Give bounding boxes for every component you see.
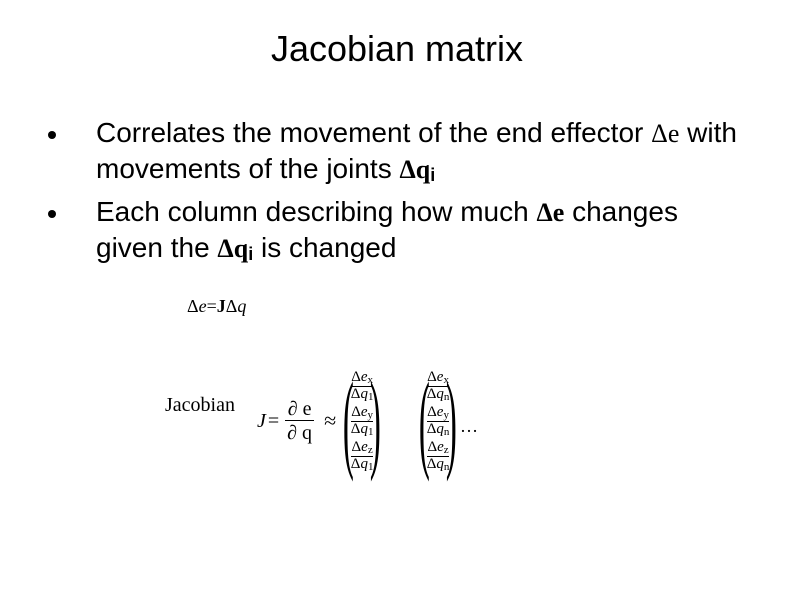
fraction-numerator: ∂ e: [286, 399, 314, 420]
bullet-text: Each column describing how much Δe chang…: [96, 194, 746, 265]
matrix-j: J: [217, 296, 226, 316]
text-fragment: is changed: [253, 232, 396, 263]
subscript: i: [430, 165, 435, 185]
jacobian-label: Jacobian: [165, 394, 235, 417]
right-paren-icon: ): [446, 372, 457, 471]
var-e: e: [199, 296, 207, 316]
jacobian-equation: J = ∂ e ∂ q ≈ ( Δex Δq1 Δey Δq1 Δez Δq1: [257, 366, 458, 476]
bullet-item: Each column describing how much Δe chang…: [48, 194, 746, 265]
slide-body: Correlates the movement of the end effec…: [48, 115, 746, 273]
ellipsis: …: [460, 416, 480, 437]
var-q: q: [237, 296, 246, 316]
right-paren-icon: ): [370, 372, 381, 471]
formula-block: Δe=JΔq Jacobian J = ∂ e ∂ q ≈ ( Δex Δq1 …: [165, 296, 645, 516]
slide-title: Jacobian matrix: [0, 28, 794, 70]
bullet-dot-icon: [48, 210, 56, 218]
delta-symbol: Δ: [187, 296, 199, 316]
text-fragment: Each column describing how much: [96, 196, 536, 227]
equals-sign: =: [207, 296, 217, 316]
fraction-partial: ∂ e ∂ q: [285, 399, 314, 443]
left-paren-icon: (: [419, 372, 430, 471]
left-paren-icon: (: [343, 372, 354, 471]
delta-symbol: Δe: [651, 119, 679, 148]
text-fragment: Correlates the movement of the end effec…: [96, 117, 651, 148]
fraction-denominator: ∂ q: [285, 420, 314, 443]
delta-symbol: Δe: [536, 198, 564, 227]
equation-delta-e-eq-j-delta-q: Δe=JΔq: [187, 296, 246, 317]
delta-symbol: Δ: [226, 296, 238, 316]
matrix-j: J: [257, 410, 266, 432]
delta-symbol: Δq: [399, 155, 430, 184]
delta-symbol: Δq: [217, 234, 248, 263]
equals-sign: =: [268, 410, 279, 433]
slide: Jacobian matrix Correlates the movement …: [0, 0, 794, 595]
bullet-item: Correlates the movement of the end effec…: [48, 115, 746, 186]
approx-sign: ≈: [324, 408, 336, 434]
bullet-dot-icon: [48, 131, 56, 139]
bullet-text: Correlates the movement of the end effec…: [96, 115, 746, 186]
